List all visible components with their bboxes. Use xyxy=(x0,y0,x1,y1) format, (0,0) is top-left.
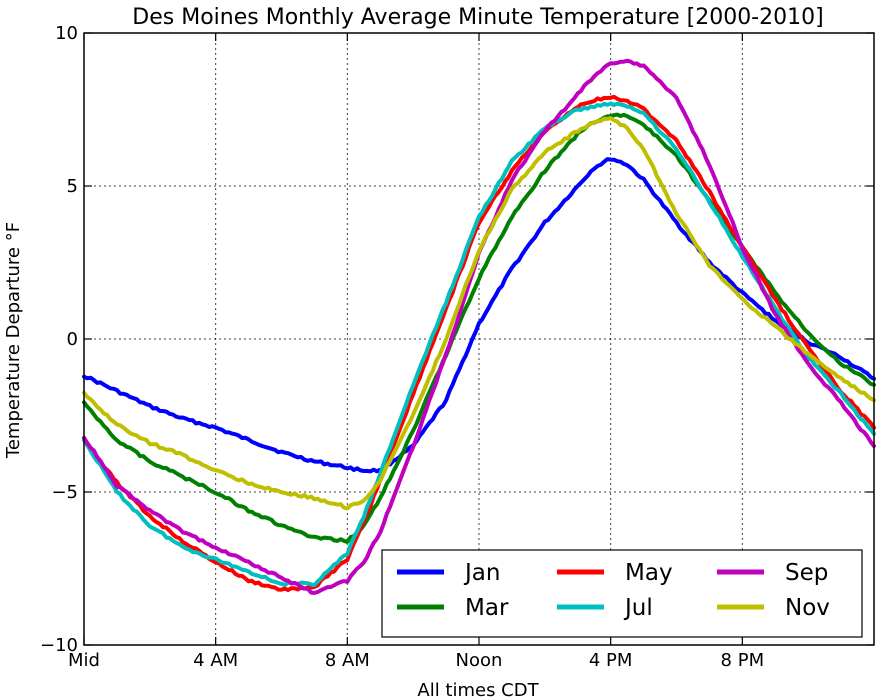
y-axis-ticks: 10 5 0 −5 −10 xyxy=(40,23,874,656)
x-tick-label: 4 AM xyxy=(193,650,238,671)
y-tick-label: −10 xyxy=(40,635,78,656)
legend-label-sep: Sep xyxy=(785,560,828,586)
series-lines xyxy=(82,58,876,595)
series-line-jan xyxy=(82,157,876,474)
x-axis-label: All times CDT xyxy=(417,680,539,700)
x-tick-label: Noon xyxy=(456,650,503,671)
legend-label-jul: Jul xyxy=(623,595,653,621)
legend-box xyxy=(381,549,863,638)
y-tick-label: 10 xyxy=(55,23,78,44)
x-axis-ticks: Mid 4 AM 8 AM Noon 4 PM 8 PM xyxy=(68,33,764,671)
series-line-jul xyxy=(82,101,876,588)
x-tick-label: 8 AM xyxy=(325,650,370,671)
legend-label-jan: Jan xyxy=(463,560,500,586)
x-tick-label: 8 PM xyxy=(721,650,765,671)
y-tick-label: 5 xyxy=(67,176,78,197)
y-axis-label: Temperature Departure °F xyxy=(3,222,24,459)
x-tick-label: 4 PM xyxy=(589,650,633,671)
y-tick-label: 0 xyxy=(67,329,78,350)
plot-area xyxy=(82,58,876,595)
chart-title: Des Moines Monthly Average Minute Temper… xyxy=(132,5,823,30)
y-tick-label: −5 xyxy=(51,482,78,503)
legend-label-may: May xyxy=(625,560,673,586)
legend: Jan Mar May Jul Sep Nov xyxy=(381,549,863,638)
grid-lines xyxy=(84,33,874,645)
x-tick-label: Mid xyxy=(68,650,100,671)
legend-label-mar: Mar xyxy=(465,595,509,621)
series-line-nov xyxy=(82,116,876,511)
legend-label-nov: Nov xyxy=(785,595,830,621)
